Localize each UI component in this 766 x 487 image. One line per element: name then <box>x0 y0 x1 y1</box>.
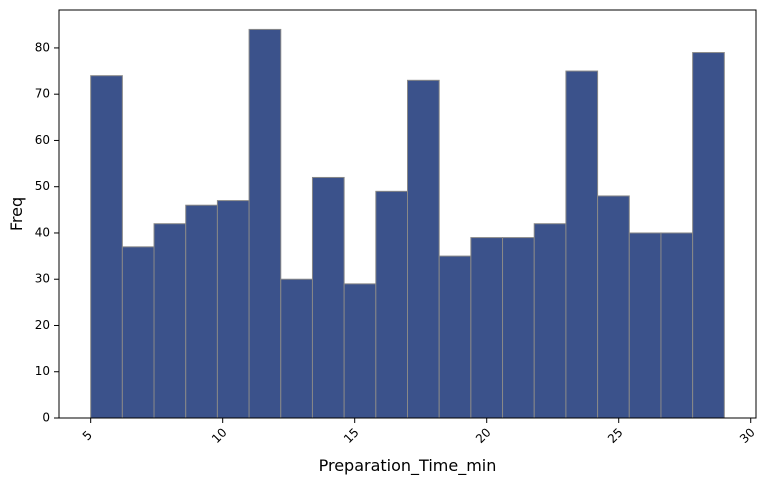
x-tick-label: 15 <box>341 425 362 446</box>
bars-group <box>90 28 725 419</box>
histogram-bar <box>216 200 250 419</box>
histogram-bar <box>628 232 662 419</box>
x-axis-label: Preparation_Time_min <box>319 456 497 476</box>
histogram-bar <box>533 223 567 419</box>
histogram-bar <box>502 237 535 419</box>
y-tick-label: 20 <box>35 318 50 332</box>
histogram-bar <box>438 255 472 419</box>
histogram-bar <box>248 28 282 419</box>
histogram-bar <box>660 232 694 419</box>
y-axis-label: Freq <box>7 197 26 231</box>
y-tick-label: 80 <box>35 40 50 54</box>
y-tick-label: 60 <box>35 133 50 147</box>
x-tick-label: 10 <box>209 425 230 446</box>
histogram-bar <box>121 246 155 419</box>
x-tick-label: 25 <box>605 425 626 446</box>
y-tick-label: 50 <box>35 179 50 193</box>
histogram-bar <box>90 75 123 419</box>
y-tick-label: 30 <box>35 272 50 286</box>
x-tick-label: 5 <box>80 428 95 443</box>
plot-frame <box>58 9 757 419</box>
x-tick-label: 20 <box>473 425 494 446</box>
histogram-bar <box>280 278 313 419</box>
histogram-bar <box>375 190 408 419</box>
histogram-bar <box>692 52 725 419</box>
y-tick-label: 70 <box>35 87 50 101</box>
histogram-bar <box>565 70 599 419</box>
histogram-bar <box>343 283 377 419</box>
histogram-bar <box>185 204 218 419</box>
histogram-bar <box>597 195 630 419</box>
histogram-bar <box>470 237 504 419</box>
x-tick-label: 30 <box>737 425 758 446</box>
y-axis-ticks: 0 10 20 30 40 50 60 70 80 <box>35 40 59 425</box>
y-tick-label: 0 <box>42 411 50 425</box>
y-tick-label: 10 <box>35 364 50 378</box>
y-tick-label: 40 <box>35 225 50 239</box>
histogram-bar <box>407 79 440 419</box>
x-axis-ticks: 5 10 15 20 25 30 <box>80 418 758 446</box>
histogram-bar <box>311 176 345 419</box>
histogram-bar <box>153 223 187 419</box>
